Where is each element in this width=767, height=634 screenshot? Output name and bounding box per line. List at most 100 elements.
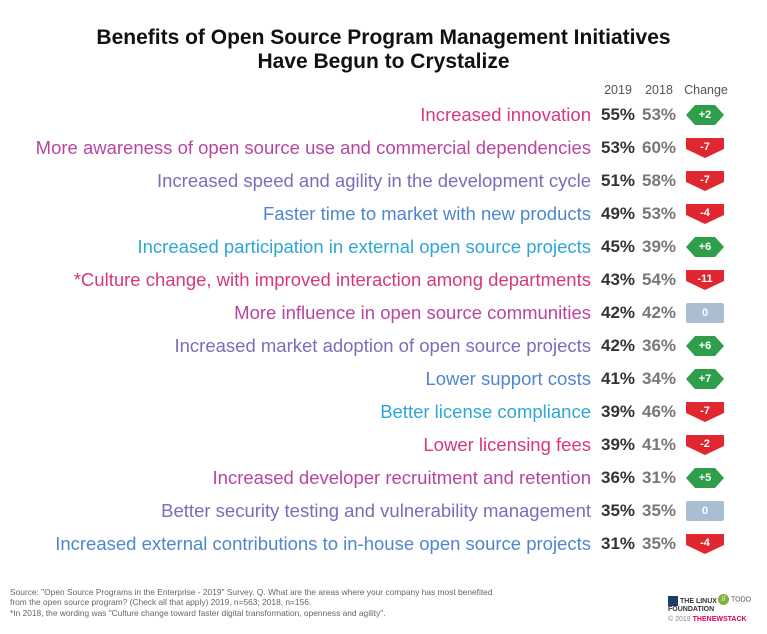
value-2018: 42% [641,303,677,322]
change-badge-shape [686,204,724,224]
change-badge-neutral: 0 [686,501,724,521]
row-label: Increased market adoption of open source… [174,335,592,356]
value-2019: 51% [600,171,636,190]
change-badge-shape [686,303,724,323]
table-row: Increased developer recruitment and rete… [0,463,767,493]
change-value: 0 [701,307,709,319]
change-badge-down: -11 [686,270,724,290]
column-header-2019: 2019 [604,83,632,97]
change-badge-down: -4 [686,204,724,224]
change-badge-shape [686,336,724,356]
change-badge-up: +6 [686,237,724,257]
table-row: Increased speed and agility in the devel… [0,166,767,196]
value-2018: 53% [641,105,677,124]
value-2018: 36% [641,336,677,355]
value-2019: 39% [600,435,636,454]
value-2018: 53% [641,204,677,223]
table-row: More influence in open source communitie… [0,298,767,328]
change-badge-up: +7 [686,369,724,389]
value-2019: 36% [600,468,636,487]
value-2019: 41% [600,369,636,388]
value-2019: 39% [600,402,636,421]
row-label: More influence in open source communitie… [234,302,591,323]
value-2018: 35% [641,501,677,520]
thenewstack-logo: THENEWSTACK [692,616,747,623]
table-row: Lower support costs 41% 34% +7 [0,364,767,394]
linux-foundation-logo: THE LINUX FOUNDATION [668,596,717,613]
row-label: Increased developer recruitment and rete… [212,467,591,488]
change-value: -7 [700,405,710,417]
value-2019: 42% [600,303,636,322]
chart-title-line-2: Have Begun to Crystalize [257,50,510,73]
change-badge-shape [686,468,724,488]
change-value: +7 [698,373,712,385]
value-2019: 42% [600,336,636,355]
row-label: More awareness of open source use and co… [35,137,591,158]
publisher-logos: THE LINUX FOUNDATION //TODO © 2019 THENE… [668,592,760,628]
table-row: Faster time to market with new products 4… [0,199,767,229]
value-2019: 55% [600,105,636,124]
change-badge-shape [686,171,724,191]
change-badge-down: -7 [686,402,724,422]
value-2018: 54% [641,270,677,289]
change-value: -2 [700,438,710,450]
source-footnote: Source: "Open Source Programs in the Ent… [10,587,600,618]
value-2019: 31% [600,534,636,553]
value-2018: 41% [641,435,677,454]
table-row: Increased innovation 55% 53% +2 [0,100,767,130]
table-row: Lower licensing fees 39% 41% -2 [0,430,767,460]
value-2018: 35% [641,534,677,553]
change-badge-shape [686,237,724,257]
value-2018: 60% [641,138,677,157]
source-line-2: from the open source program? (Check all… [10,597,312,608]
change-badge-up: +2 [686,105,724,125]
change-value: +2 [698,109,712,121]
change-badge-neutral: 0 [686,303,724,323]
source-line-1: Source: "Open Source Programs in the Ent… [10,587,493,597]
table-row: Increased external contributions to in-h… [0,529,767,559]
change-value: +6 [698,241,712,253]
change-value: -4 [700,537,710,549]
row-label: Increased speed and agility in the devel… [157,170,591,191]
value-2018: 46% [641,402,677,421]
change-badge-shape [686,138,724,158]
row-label: Lower support costs [425,368,591,389]
table-row: Increased participation in external open… [0,232,767,262]
change-value: -7 [700,174,710,186]
row-label: Increased external contributions to in-h… [55,533,591,554]
change-badge-up: +6 [686,336,724,356]
value-2019: 43% [600,270,636,289]
change-value: -7 [700,141,710,153]
column-header-2018: 2018 [645,83,673,97]
row-label: Increased innovation [420,104,591,125]
todo-logo: //TODO [718,594,751,605]
change-badge-shape [686,435,724,455]
source-line-3: *In 2018, the wording was "Culture chang… [10,607,386,618]
row-label: Increased participation in external open… [137,236,591,257]
value-2019: 49% [600,204,636,223]
value-2019: 45% [600,237,636,256]
value-2018: 31% [641,468,677,487]
change-badge-down: -4 [686,534,724,554]
value-2019: 53% [600,138,636,157]
linux-foundation-icon [668,596,678,606]
change-badge-shape [686,105,724,125]
change-badge-shape [686,501,724,521]
change-value: +5 [698,472,712,484]
table-row: *Culture change, with improved interacti… [0,265,767,295]
table-row: Better security testing and vulnerabilit… [0,496,767,526]
change-badge-shape [686,402,724,422]
change-value: -11 [697,273,713,285]
change-value: 0 [701,505,709,517]
row-label: Lower licensing fees [423,434,591,455]
value-2019: 35% [600,501,636,520]
row-label: *Culture change, with improved interacti… [73,269,591,290]
value-2018: 34% [641,369,677,388]
column-header-change: Change [684,83,728,97]
change-badge-up: +5 [686,468,724,488]
table-row: More awareness of open source use and co… [0,133,767,163]
change-badge-down: -2 [686,435,724,455]
value-2018: 58% [641,171,677,190]
row-label: Better security testing and vulnerabilit… [161,500,591,521]
change-badge-shape [686,369,724,389]
